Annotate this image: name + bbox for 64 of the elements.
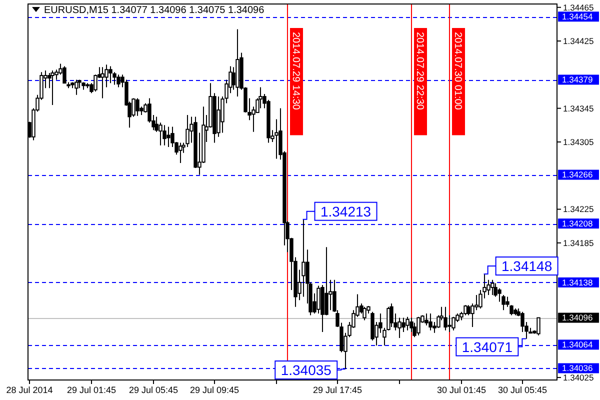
candlestick (452, 316, 456, 331)
candlestick (178, 142, 182, 164)
date-tag: 2014.07.30 01:00 (452, 28, 465, 136)
candlestick (74, 79, 78, 96)
candlestick (428, 313, 432, 331)
annotation: 1.34071 (462, 338, 513, 355)
candlestick (324, 246, 328, 316)
y-tick-label: 1.34025 (563, 372, 594, 382)
candlestick (216, 96, 220, 138)
candlestick (162, 124, 166, 146)
y-tick-label: 1.34305 (563, 136, 594, 147)
annotation: 1.34035 (280, 362, 332, 378)
candlestick (108, 66, 112, 84)
candlestick (444, 306, 448, 331)
x-tick-label: 29 Jul 05:45 (128, 385, 178, 395)
y-tick-label: 1.34425 (563, 36, 594, 46)
y-tick-label: 1.34225 (563, 204, 594, 214)
date-tag: 2014.07.29 22:30 (414, 28, 427, 136)
candlestick (390, 302, 394, 328)
candlestick (448, 314, 452, 333)
annotation: 1.34213 (320, 203, 372, 220)
candlestick (316, 285, 320, 314)
x-tick-label: 28 Jul 2014 (6, 385, 53, 395)
ref-line-label: 2014.07.29 14:30 (290, 32, 301, 110)
ref-line-label: 2014.07.29 22:30 (414, 32, 425, 110)
ref-line-label: 1.34454 (562, 12, 593, 22)
y-tick-label: 1.34185 (563, 238, 594, 248)
x-tick-label: 30 Jul 01:45 (436, 385, 486, 395)
candlestick (406, 316, 410, 331)
ref-line-label: 2014.07.30 01:00 (452, 32, 463, 110)
ref-line-label: 1.34138 (562, 277, 593, 288)
x-tick-label: 29 Jul 09:45 (190, 385, 240, 395)
ref-line-label: 1.34064 (562, 340, 593, 350)
candlestick (466, 304, 470, 316)
candlestick (100, 66, 104, 99)
candlestick (410, 317, 414, 333)
ref-line-label: 1.34266 (562, 170, 593, 180)
candlestick (136, 98, 140, 116)
candlestick (274, 118, 278, 160)
candlestick (62, 66, 66, 84)
candlestick (498, 288, 502, 302)
y-tick-label: 1.34345 (563, 103, 594, 114)
candlestick (398, 317, 402, 338)
ref-line-label: 1.34379 (562, 74, 593, 85)
candlestick (362, 306, 366, 321)
candlestick (116, 74, 120, 88)
x-tick-label: 29 Jul 01:45 (66, 385, 116, 395)
annotation: 1.34148 (502, 258, 552, 274)
candlestick (302, 218, 306, 298)
candlestick (536, 317, 540, 336)
candlestick (490, 279, 494, 296)
candlestick (402, 317, 406, 333)
x-tick-label: 29 Jul 17:45 (312, 385, 362, 395)
ref-line-label: 1.34036 (562, 363, 593, 374)
x-tick-label: 30 Jul 05:45 (498, 385, 548, 395)
y-tick-label: 1.34465 (563, 2, 594, 12)
candlestick (166, 126, 170, 148)
ref-line-label: 1.34096 (562, 312, 593, 323)
candlestick (416, 316, 420, 336)
candlestick (50, 70, 54, 106)
candlestick (258, 86, 262, 109)
ref-line-label: 1.34208 (562, 218, 593, 229)
chart-title: EURUSD,M15 1.34077 1.34096 1.34075 1.34096 (44, 5, 265, 16)
date-tag: 2014.07.29 14:30 (290, 28, 303, 136)
